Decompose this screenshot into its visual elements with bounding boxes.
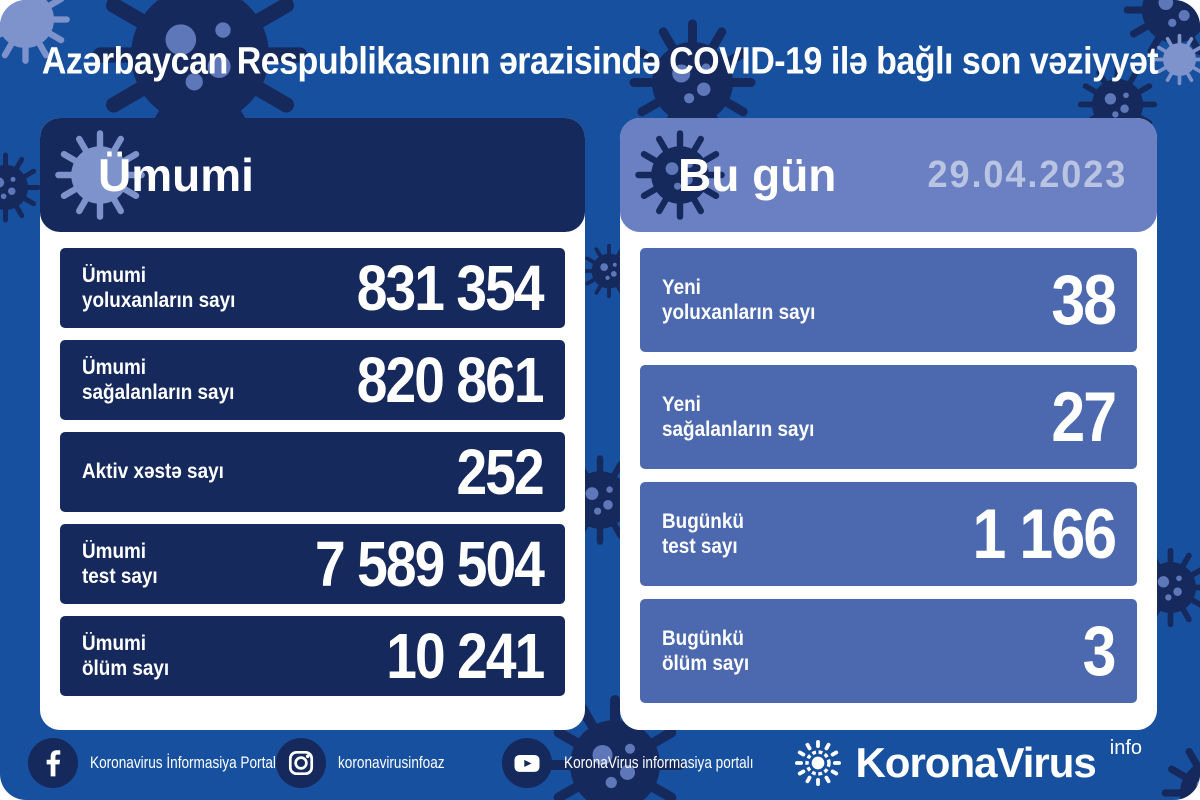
stat-row-today-tests: Bugünkü test sayı 1 166 — [640, 482, 1137, 586]
today-panel-header: Bu gün 29.04.2023 — [620, 118, 1157, 232]
stat-row-new-infected: Yeni yoluxanların sayı 38 — [640, 248, 1137, 352]
totals-panel-title: Ümumi — [98, 149, 254, 201]
stat-row-total-recovered: Ümumi sağalanların sayı 820 861 — [60, 340, 565, 420]
youtube-link[interactable]: KoronaVirus informasiya portalı — [502, 738, 801, 788]
virus-decoration-icon — [0, 150, 43, 225]
instagram-label: koronavirusinfoaz — [338, 753, 445, 772]
totals-rows: Ümumi yoluxanların sayı 831 354 Ümumi sağa… — [40, 232, 585, 696]
stat-label: Bugünkü test sayı — [662, 509, 744, 558]
today-rows: Yeni yoluxanların sayı 38 Yeni sağalanları… — [620, 232, 1157, 703]
stat-row-active-cases: Aktiv xəstə sayı 252 — [60, 432, 565, 512]
youtube-label: KoronaVirus informasiya portalı — [564, 753, 754, 772]
instagram-link[interactable]: koronavirusinfoaz — [276, 738, 471, 788]
youtube-icon — [502, 738, 552, 788]
facebook-icon — [28, 738, 78, 788]
stat-label: Ümumi yoluxanların sayı — [82, 263, 236, 312]
stat-row-today-deaths: Bugünkü ölüm sayı 3 — [640, 599, 1137, 703]
facebook-label: Koronavirus İnformasiya Portalı — [90, 753, 280, 772]
stat-value: 252 — [456, 436, 545, 508]
stat-value: 38 — [1051, 260, 1117, 340]
stat-row-total-infected: Ümumi yoluxanların sayı 831 354 — [60, 248, 565, 328]
koronavirus-info-logo: KoronaVirus info — [791, 736, 1142, 790]
stat-value: 10 241 — [385, 620, 545, 692]
stat-label: Ümumi ölüm sayı — [82, 631, 170, 680]
stat-row-total-tests: Ümumi test sayı 7 589 504 — [60, 524, 565, 604]
page-title: Azərbaycan Respublikasının ərazisində CO… — [41, 39, 1159, 83]
stat-value: 1 166 — [972, 494, 1117, 574]
today-panel-title: Bu gün — [678, 149, 837, 201]
stat-value: 27 — [1051, 377, 1117, 457]
stat-label: Yeni sağalanların sayı — [662, 392, 815, 441]
totals-panel-header: Ümumi — [40, 118, 585, 232]
stat-value: 7 589 504 — [314, 528, 545, 600]
facebook-link[interactable]: Koronavirus İnformasiya Portalı — [28, 738, 327, 788]
logo-text: KoronaVirus — [855, 739, 1096, 786]
virus-sun-icon — [795, 740, 842, 786]
logo-suffix: info — [1109, 736, 1142, 759]
today-panel: Bu gün 29.04.2023 Yeni yoluxanların sayı … — [620, 118, 1157, 730]
stat-value: 3 — [1083, 611, 1117, 691]
stat-row-total-deaths: Ümumi ölüm sayı 10 241 — [60, 616, 565, 696]
stat-value: 831 354 — [357, 252, 545, 324]
report-date: 29.04.2023 — [927, 153, 1127, 196]
totals-panel: Ümumi Ümumi yoluxanların sayı 831 354 Ümu… — [40, 118, 585, 730]
stat-value: 820 861 — [357, 344, 545, 416]
stat-row-new-recovered: Yeni sağalanların sayı 27 — [640, 365, 1137, 469]
footer: Koronavirus İnformasiya Portalı koronavi… — [0, 726, 1200, 800]
stat-label: Yeni yoluxanların sayı — [662, 275, 816, 324]
stat-label: Ümumi sağalanların sayı — [82, 355, 235, 404]
instagram-icon — [276, 738, 326, 788]
stat-label: Ümumi test sayı — [82, 539, 158, 588]
stat-label: Aktiv xəstə sayı — [82, 460, 224, 484]
stat-label: Bugünkü ölüm sayı — [662, 626, 750, 675]
